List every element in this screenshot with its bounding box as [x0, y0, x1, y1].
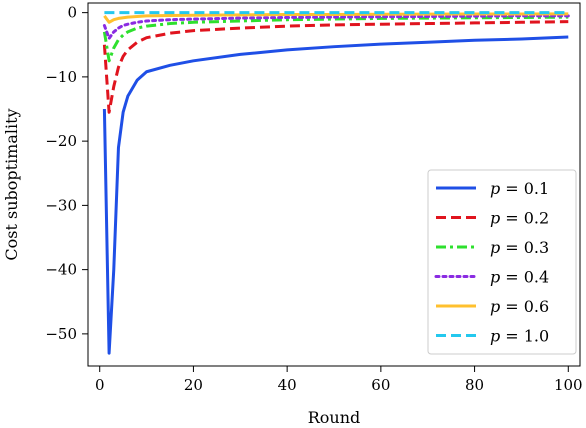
- y-tick-label: −50: [45, 325, 77, 343]
- series-line-3: [102, 15, 569, 63]
- legend: p = 0.1 p = 0.2 p = 0.3 p = 0.4 p = 0.6 p = 1.0: [427, 169, 577, 355]
- axes-frame: [87, 2, 581, 367]
- legend-label-6: p = 1.0: [490, 327, 549, 346]
- y-tick-label: −20: [45, 132, 77, 150]
- series-line-5: [103, 12, 569, 24]
- y-axis: 0 −10 −20 −30 −40 −50: [45, 4, 88, 343]
- legend-label-1: p = 0.1: [490, 179, 549, 198]
- x-tick-label: 80: [465, 376, 484, 394]
- series-line-4: [102, 14, 570, 40]
- y-tick-label: −10: [45, 68, 77, 86]
- y-axis-label: Cost suboptimality: [2, 108, 21, 260]
- legend-box: [427, 169, 577, 355]
- plot-area: [102, 11, 570, 355]
- x-tick-label: 40: [278, 376, 297, 394]
- series-line-2: [102, 20, 569, 114]
- y-tick-label: −30: [45, 196, 77, 214]
- x-axis: 0 20 40 60 80 100: [95, 366, 583, 394]
- y-tick-label: 0: [67, 4, 77, 22]
- legend-label-3: p = 0.3: [490, 238, 549, 257]
- legend-label-4: p = 0.4: [490, 268, 549, 287]
- series-line-1: [102, 35, 569, 355]
- x-tick-label: 100: [554, 376, 583, 394]
- x-tick-label: 20: [184, 376, 203, 394]
- legend-label-5: p = 0.6: [490, 297, 549, 316]
- x-tick-label: 60: [371, 376, 390, 394]
- y-tick-label: −40: [45, 261, 77, 279]
- x-tick-label: 0: [95, 376, 105, 394]
- legend-label-2: p = 0.2: [490, 209, 549, 228]
- x-axis-label: Round: [308, 408, 361, 427]
